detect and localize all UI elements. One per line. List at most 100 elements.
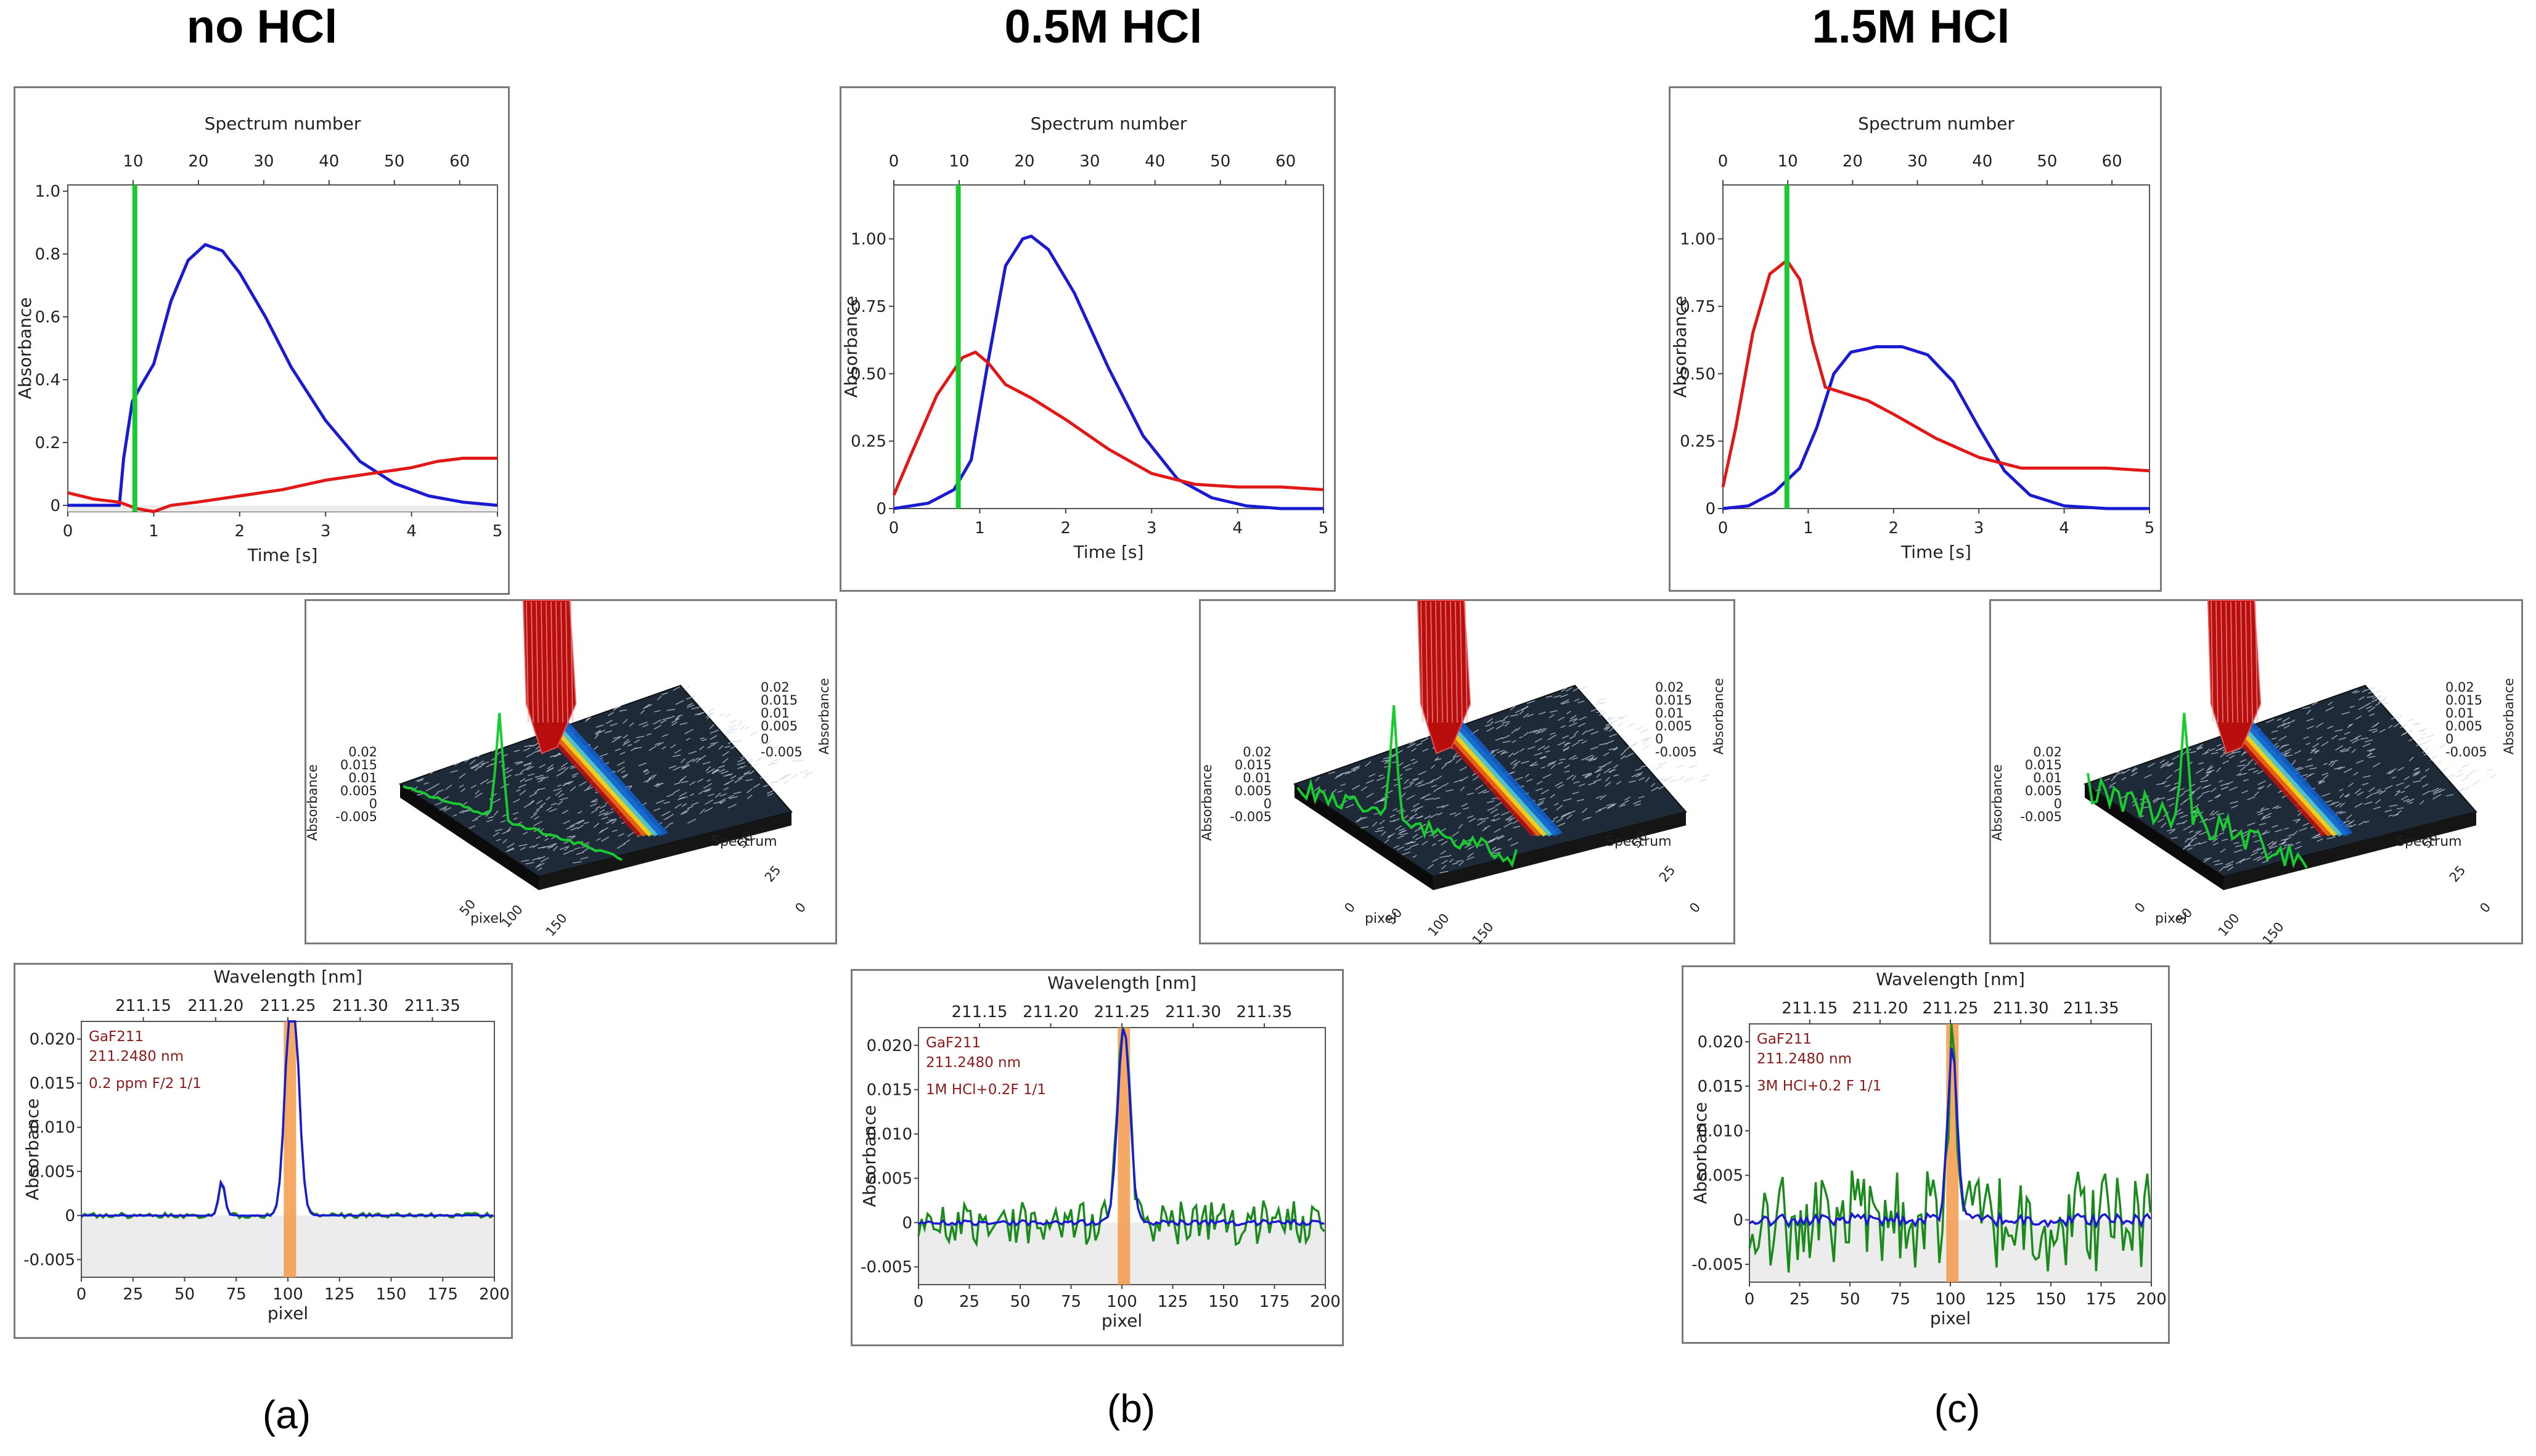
surface-noise-mark <box>1402 851 1411 856</box>
y-tick-label: 1.0 <box>35 182 60 201</box>
surface-noise-mark <box>1415 781 1421 786</box>
surface-noise-mark <box>513 750 520 753</box>
surface-noise-mark <box>2408 729 2413 732</box>
surface-noise-mark <box>2220 783 2229 787</box>
surface-noise-mark <box>680 775 687 781</box>
surface-noise-mark <box>1600 701 1606 705</box>
top-tick-label: 50 <box>384 152 404 171</box>
surface-noise-mark <box>502 829 511 835</box>
surface-noise-mark <box>513 817 518 820</box>
surface-noise-mark <box>586 784 592 790</box>
x-tick-label: 50 <box>174 1285 195 1304</box>
surface-noise-mark <box>2379 729 2386 733</box>
surface-noise-mark <box>507 847 514 851</box>
surface-noise-mark <box>1603 767 1611 774</box>
surface-noise-mark <box>1609 727 1614 732</box>
surface-noise-mark <box>1566 814 1573 820</box>
surface-noise-mark <box>2323 763 2328 766</box>
surface-noise-mark <box>435 802 443 806</box>
surface-noise-mark <box>1393 783 1398 787</box>
surface-noise-mark <box>686 704 695 708</box>
y-tick-label: 0.010 <box>867 1126 912 1144</box>
surface-noise-mark <box>610 722 618 727</box>
surface-noise-mark <box>515 761 523 766</box>
y-tick-label: 0.010 <box>30 1119 75 1137</box>
surface-noise-mark <box>2351 748 2356 753</box>
surface-noise-mark <box>1434 756 1439 761</box>
surface-noise-mark <box>540 857 549 863</box>
surface-noise-mark <box>680 811 688 816</box>
surface-noise-mark <box>563 767 569 772</box>
surface-noise-mark <box>653 782 660 787</box>
surface-noise-mark <box>1555 781 1563 787</box>
x-tick-label: 125 <box>324 1285 355 1304</box>
surface-noise-mark <box>460 788 465 793</box>
top-tick-label: 20 <box>188 152 208 171</box>
surface-noise-mark <box>2220 786 2229 790</box>
x-axis-label: pixel <box>1930 1308 1971 1328</box>
surface-noise-mark <box>707 743 716 749</box>
surface-noise-mark <box>1438 784 1445 790</box>
surface-noise-mark <box>2208 817 2215 821</box>
surface-noise-mark <box>2358 704 2368 710</box>
surface-noise-mark <box>1536 780 1543 785</box>
spectrum-chart-0-5m-hcl: Wavelength [nm] 211.15 211.20 211.25 211.30 2… <box>851 969 1344 1346</box>
surface-base-side <box>1433 812 1686 890</box>
surface-noise-mark <box>1409 782 1414 785</box>
surface-noise-mark <box>2437 760 2442 765</box>
surface-noise-mark <box>582 847 589 853</box>
surface-noise-mark <box>1581 740 1587 744</box>
surface-noise-mark <box>1550 732 1556 735</box>
surface-noise-mark <box>1545 695 1553 698</box>
surface-noise-mark <box>2231 751 2241 754</box>
y-tick-label: 1.00 <box>851 231 886 249</box>
surface-noise-mark <box>1595 809 1602 813</box>
surface-noise-mark <box>630 747 637 751</box>
surface-noise-mark <box>553 788 562 791</box>
surface-noise-mark <box>1441 859 1448 864</box>
surface-noise-mark <box>2397 767 2405 771</box>
surface-noise-mark <box>1537 727 1545 733</box>
surface-noise-mark <box>706 712 715 718</box>
surface-noise-mark <box>2196 786 2201 790</box>
surface-noise-mark <box>557 784 562 787</box>
surface-noise-mark <box>550 803 557 806</box>
surface-noise-mark <box>2253 769 2259 774</box>
surface-noise-mark <box>1487 807 1495 811</box>
surface-noise-mark <box>2368 691 2374 694</box>
surface-noise-mark <box>737 775 745 780</box>
surface-noise-mark <box>1548 760 1556 765</box>
surface-noise-mark <box>1557 716 1565 721</box>
surface-noise-mark <box>1570 714 1577 720</box>
x-tick-label: 3 <box>321 522 331 541</box>
surface-noise-mark <box>621 774 628 778</box>
surface-noise-mark <box>470 764 478 769</box>
surface-noise-mark <box>2364 801 2373 805</box>
surface-noise-mark <box>454 761 462 766</box>
surface-noise-mark <box>1537 800 1544 806</box>
surface-noise-mark <box>568 780 574 785</box>
surface-noise-mark <box>1530 764 1539 767</box>
surface-noise-mark <box>2375 695 2383 701</box>
surface-noise-mark <box>656 695 662 701</box>
surface-noise-mark <box>1569 718 1577 722</box>
surface-noise-mark <box>2188 830 2194 833</box>
surface-noise-mark <box>749 770 755 775</box>
surface-noise-mark <box>1645 777 1650 783</box>
surface-noise-mark <box>653 724 661 730</box>
surface-noise-mark <box>1513 761 1521 766</box>
surface-noise-mark <box>1516 727 1521 732</box>
series-line-blue <box>1749 1047 2151 1229</box>
surface-noise-mark <box>2282 717 2290 722</box>
y-tick-label: -0.005 <box>23 1251 75 1269</box>
surface-noise-mark <box>678 714 683 717</box>
abs-axis-label-left: Absorbance <box>1200 764 1214 841</box>
surface-noise-mark <box>1617 722 1623 727</box>
y-tick-label: -0.005 <box>1691 1256 1743 1274</box>
surface-noise-mark <box>2354 735 2362 739</box>
surface-noise-mark <box>2193 832 2200 836</box>
abs-tick-label-right: -0.005 <box>2445 745 2487 759</box>
top-tick-label: 211.30 <box>332 997 388 1015</box>
surface-noise-mark <box>1520 748 1525 752</box>
y-axis-label: Absorbance <box>841 296 861 398</box>
